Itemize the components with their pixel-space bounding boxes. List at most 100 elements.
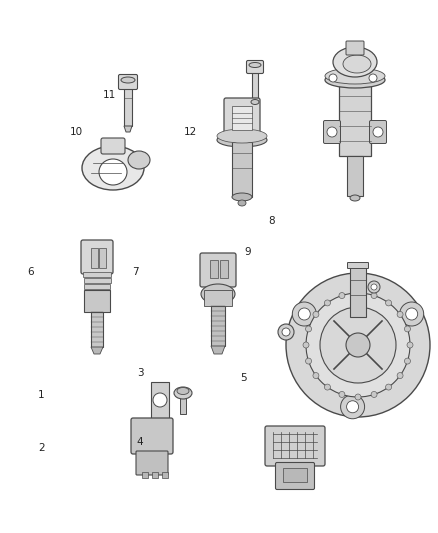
Circle shape xyxy=(404,326,410,332)
Circle shape xyxy=(404,358,410,364)
Circle shape xyxy=(397,373,403,378)
Circle shape xyxy=(341,395,364,419)
FancyBboxPatch shape xyxy=(131,418,173,454)
Bar xyxy=(162,472,168,478)
Polygon shape xyxy=(124,126,132,132)
FancyBboxPatch shape xyxy=(247,61,264,74)
Circle shape xyxy=(286,273,430,417)
Bar xyxy=(124,88,132,126)
FancyBboxPatch shape xyxy=(346,41,364,55)
Circle shape xyxy=(292,302,316,326)
Bar xyxy=(180,398,186,414)
Ellipse shape xyxy=(343,55,371,73)
Bar xyxy=(339,86,371,156)
Text: 12: 12 xyxy=(184,127,197,137)
Ellipse shape xyxy=(232,193,252,201)
Circle shape xyxy=(320,307,396,383)
Text: 1: 1 xyxy=(38,391,45,400)
FancyBboxPatch shape xyxy=(81,240,113,274)
Text: 9: 9 xyxy=(244,247,251,256)
Circle shape xyxy=(325,384,330,390)
Bar xyxy=(232,142,252,197)
Circle shape xyxy=(303,342,309,348)
Bar xyxy=(210,260,218,278)
Bar xyxy=(91,312,103,347)
Bar xyxy=(211,306,225,346)
FancyBboxPatch shape xyxy=(276,463,314,489)
Circle shape xyxy=(153,393,167,407)
FancyBboxPatch shape xyxy=(204,290,232,306)
Circle shape xyxy=(400,302,424,326)
Circle shape xyxy=(278,324,294,340)
Circle shape xyxy=(406,308,418,320)
Text: 10: 10 xyxy=(70,127,83,137)
FancyBboxPatch shape xyxy=(370,120,386,143)
FancyBboxPatch shape xyxy=(136,451,168,475)
Ellipse shape xyxy=(201,284,235,304)
Bar xyxy=(91,248,98,268)
Bar xyxy=(84,284,110,289)
FancyBboxPatch shape xyxy=(265,426,325,466)
Bar xyxy=(220,260,228,278)
Circle shape xyxy=(385,384,392,390)
FancyBboxPatch shape xyxy=(324,120,340,143)
Text: 4: 4 xyxy=(137,438,144,447)
Ellipse shape xyxy=(238,200,246,206)
Circle shape xyxy=(355,394,361,400)
Circle shape xyxy=(371,391,377,398)
Bar xyxy=(252,72,258,100)
Bar xyxy=(99,248,106,268)
Circle shape xyxy=(313,311,319,318)
Circle shape xyxy=(306,293,410,397)
Bar xyxy=(142,472,148,478)
Ellipse shape xyxy=(350,195,360,201)
FancyBboxPatch shape xyxy=(101,138,125,154)
Bar xyxy=(151,382,169,422)
Polygon shape xyxy=(211,346,225,354)
Circle shape xyxy=(327,127,337,137)
Ellipse shape xyxy=(325,72,385,88)
Circle shape xyxy=(397,311,403,318)
Text: 3: 3 xyxy=(137,368,144,378)
Circle shape xyxy=(282,328,290,336)
Circle shape xyxy=(339,391,345,398)
Circle shape xyxy=(385,300,392,306)
Ellipse shape xyxy=(82,146,144,190)
Ellipse shape xyxy=(217,133,267,147)
Circle shape xyxy=(306,326,311,332)
Text: 7: 7 xyxy=(132,267,139,277)
Bar xyxy=(83,272,111,277)
Text: 6: 6 xyxy=(27,267,34,277)
Circle shape xyxy=(313,373,319,378)
Circle shape xyxy=(346,401,359,413)
Circle shape xyxy=(329,74,337,82)
Ellipse shape xyxy=(251,100,259,104)
Ellipse shape xyxy=(128,151,150,169)
Ellipse shape xyxy=(217,129,267,143)
Bar xyxy=(85,296,109,301)
Text: 2: 2 xyxy=(38,443,45,453)
Ellipse shape xyxy=(99,159,127,185)
Text: 8: 8 xyxy=(268,216,275,226)
Circle shape xyxy=(369,74,377,82)
Circle shape xyxy=(355,290,361,296)
Ellipse shape xyxy=(249,62,261,68)
FancyBboxPatch shape xyxy=(84,290,110,312)
Text: 11: 11 xyxy=(103,90,116,100)
Bar xyxy=(152,472,158,478)
Bar xyxy=(347,156,363,196)
FancyBboxPatch shape xyxy=(200,253,236,287)
FancyBboxPatch shape xyxy=(119,75,138,90)
Circle shape xyxy=(339,293,345,298)
FancyBboxPatch shape xyxy=(283,468,307,482)
Polygon shape xyxy=(91,347,103,354)
Ellipse shape xyxy=(333,47,377,77)
FancyBboxPatch shape xyxy=(232,106,252,130)
Ellipse shape xyxy=(174,387,192,399)
Circle shape xyxy=(368,281,380,293)
Circle shape xyxy=(373,127,383,137)
FancyBboxPatch shape xyxy=(224,98,260,138)
FancyBboxPatch shape xyxy=(347,262,368,269)
Circle shape xyxy=(306,358,311,364)
Circle shape xyxy=(371,293,377,298)
